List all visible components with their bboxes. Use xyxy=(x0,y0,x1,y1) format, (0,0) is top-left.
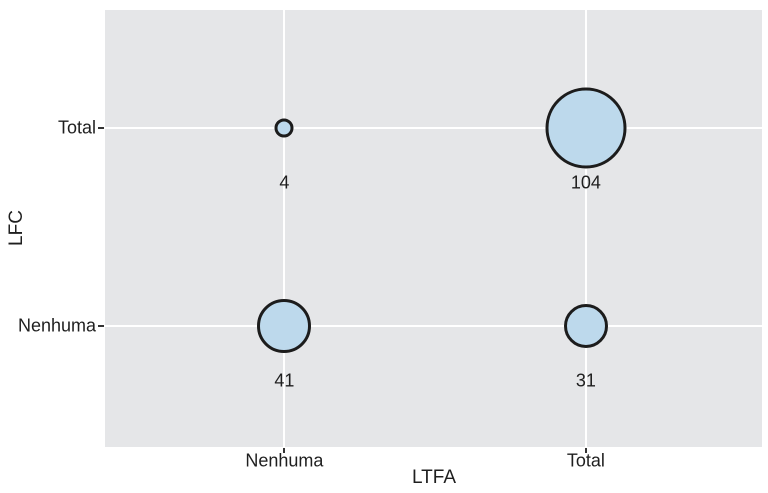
bubble-value-label: 104 xyxy=(570,172,601,193)
y-axis-title: LFC xyxy=(6,210,27,246)
y-tick-mark xyxy=(98,325,104,328)
bubble-point xyxy=(274,118,294,138)
vertical-gridline xyxy=(584,10,587,447)
y-tick-label: Nenhuma xyxy=(17,315,96,336)
bubble-point xyxy=(563,304,608,349)
plot-panel: 4 104 41 31 xyxy=(105,10,762,447)
horizontal-gridline xyxy=(105,126,762,129)
bubble-value-label: 4 xyxy=(279,172,290,193)
bubble-point xyxy=(545,87,627,169)
x-tick-mark xyxy=(283,448,286,453)
bubble-value-label: 31 xyxy=(575,370,596,391)
bubble-point xyxy=(257,299,312,354)
y-tick-mark xyxy=(98,126,104,129)
x-tick-label: Total xyxy=(566,450,605,471)
x-axis-title: LTFA xyxy=(412,467,456,488)
horizontal-gridline xyxy=(105,325,762,328)
bubble-value-label: 41 xyxy=(274,370,295,391)
x-tick-label: Nenhuma xyxy=(245,450,324,471)
x-tick-mark xyxy=(584,448,587,453)
vertical-gridline xyxy=(283,10,286,447)
y-tick-label: Total xyxy=(57,117,96,138)
